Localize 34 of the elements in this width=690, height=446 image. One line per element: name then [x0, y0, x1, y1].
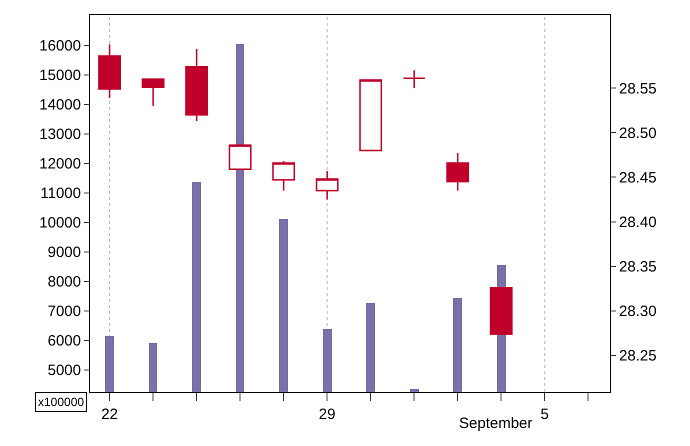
y2-tick-label: 28.25 — [619, 348, 657, 365]
text: x100000 — [38, 395, 84, 409]
x-tick-label: 29 — [318, 406, 336, 423]
y-tick-label: 9000 — [48, 244, 81, 262]
candlestick — [316, 170, 339, 200]
y2-tick-label: 28.50 — [619, 124, 657, 142]
y-tick-label: 7000 — [48, 303, 81, 320]
candlestick — [185, 48, 208, 122]
y2-tick-label: 28.45 — [619, 169, 657, 186]
y-tick-label: 13000 — [39, 126, 81, 144]
y-tick-label: 6000 — [48, 332, 81, 350]
candlestick — [359, 79, 382, 152]
y2-tick-label: 28.40 — [619, 214, 657, 232]
y-tick-label: 10000 — [39, 214, 81, 232]
y-tick-label: 12000 — [39, 156, 81, 173]
y2-tick-label: 28.30 — [619, 303, 657, 320]
y-tick-label: 5000 — [48, 362, 81, 380]
candlestick — [490, 286, 513, 335]
y-tick-label: 8000 — [48, 274, 81, 291]
y2-tick-label: 28.35 — [619, 258, 657, 276]
candlestick — [98, 44, 121, 99]
y-tick-label: 14000 — [39, 96, 81, 114]
candlestick — [272, 160, 296, 192]
y-tick-label: 11000 — [40, 185, 81, 202]
candlestick — [402, 70, 426, 89]
x-tick-label: 22 — [101, 406, 118, 423]
candlestick — [142, 78, 165, 107]
x-tick-label: 5 — [540, 406, 549, 423]
candlestick — [228, 144, 252, 170]
y2-tick-label: 28.55 — [619, 80, 657, 98]
text: September — [459, 415, 532, 432]
y-tick-label: 15000 — [39, 67, 81, 84]
candlestick — [446, 152, 470, 192]
y-tick-label: 16000 — [39, 38, 81, 55]
